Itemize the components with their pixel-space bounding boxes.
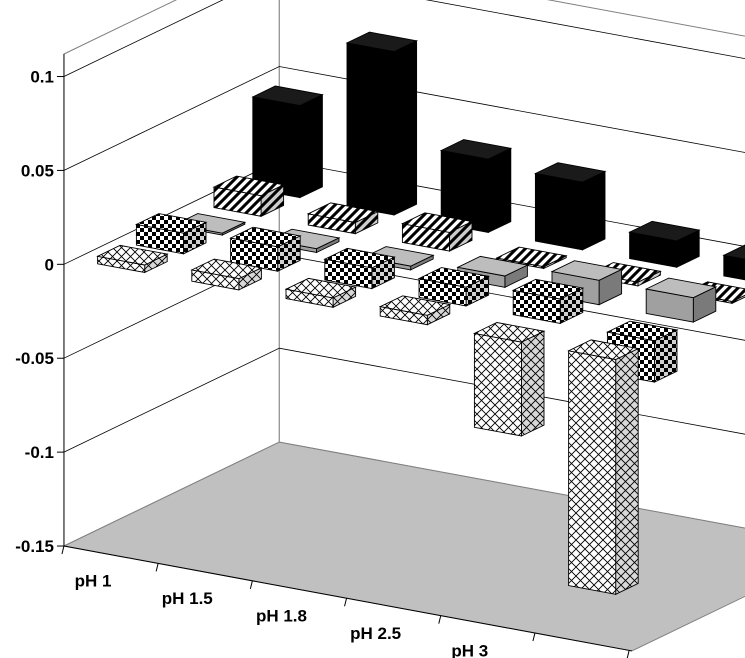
bar-0-0 [251,85,324,199]
x-tick [249,580,253,589]
bar-1-2 [400,212,474,252]
gridline [63,0,745,77]
x-tick [532,632,536,642]
bar-4-2 [284,277,358,309]
x-tick [61,545,65,555]
bar-3-1 [229,226,302,272]
bar-4-3 [378,295,452,326]
chart-bars [96,31,745,596]
x-tick [344,598,348,607]
x-tick-label: pH 1 [75,572,112,591]
x-tick-label: pH 2.5 [350,624,401,643]
bar-0-3 [533,162,607,251]
bar-0-1 [345,31,419,216]
bar-0-4 [628,220,701,268]
bar-3-3 [417,267,491,307]
bar-4-5 [567,339,640,596]
x-tick-label: pH 3 [451,641,488,658]
y-tick-label: -0.1 [25,443,54,462]
bar-3-2 [323,247,396,290]
x-tick-label: pH 1.5 [162,589,213,608]
bar-2-5 [644,277,718,323]
y-tick-label: 0 [44,255,53,274]
x-tick [438,615,442,624]
bar-0-2 [439,139,513,234]
bar-1-1 [306,202,380,235]
gridline [63,347,745,453]
y-tick-label: 0.05 [21,161,54,180]
bar-1-3 [495,246,568,270]
bar-0-5 [722,244,745,281]
x-tick [626,650,630,658]
bar-4-4 [472,322,546,437]
bar-4-1 [190,258,263,291]
x-axis-line [63,545,633,652]
x-tick [155,563,159,572]
bar-4-0 [96,244,169,274]
bar-3-0 [134,213,208,255]
chart-axes: 0.1 0.05 0 -0.05 -0.1 -0.15 pH 1 pH 1.5 pH 1.8 pH… [15,53,633,658]
y-tick-label: -0.15 [15,537,54,556]
y-tick-label: -0.05 [15,349,54,368]
bar-1-0 [212,175,286,218]
gridline [63,66,745,171]
bar-3-4 [511,278,585,325]
y-tick-label: 0.1 [30,68,54,87]
x-tick-label: pH 1.8 [256,607,307,626]
